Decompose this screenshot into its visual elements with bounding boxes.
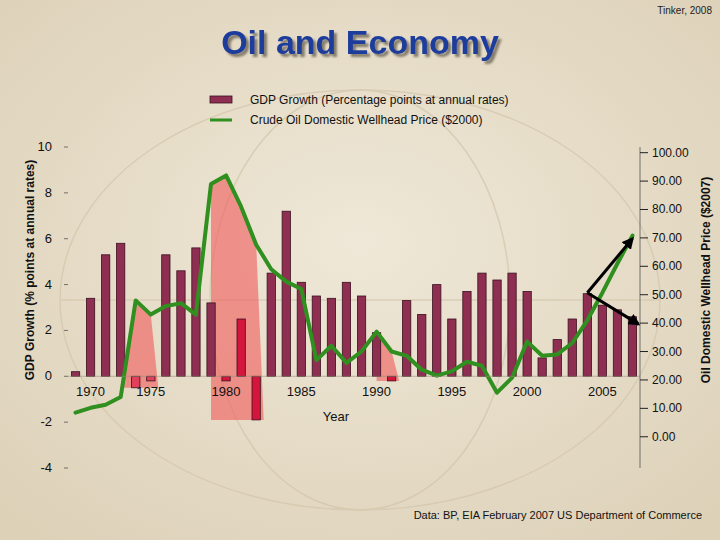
bar [553,340,561,377]
y-axis-label: GDP Growth (% points at annual rates) [23,160,37,380]
y2-tick [640,181,648,182]
bar [403,301,411,377]
y2-tick [640,237,648,238]
y-tick [64,238,68,239]
bar [147,376,155,381]
y2-tick [640,266,648,267]
x-tick-label: 1995 [437,384,466,399]
x-tick-label: 1970 [76,384,105,399]
bar [357,296,365,376]
bar [71,372,79,377]
y2-axis-line [640,147,641,468]
y-tick-label: -4 [40,460,52,475]
y2-tick-label: 0.00 [652,430,676,444]
y2-tick-label: 100.00 [652,146,689,160]
y-tick [64,422,68,423]
credit: Tinker, 2008 [657,5,712,16]
y2-tick-label: 30.00 [652,345,682,359]
zero-line [68,376,640,377]
annotation-arrow [587,239,632,293]
recession-shade [211,175,264,420]
x-tick-label: 2000 [513,384,542,399]
bar [312,296,320,376]
y-tick-label: 6 [45,231,52,246]
bar [86,298,94,376]
x-tick-label: 1980 [212,384,241,399]
bar [613,310,621,377]
plot-area [71,175,636,420]
legend-swatch [210,96,232,103]
y-tick [64,468,68,469]
watermark [60,90,660,510]
title: Oil and Economy [221,23,499,61]
bar [252,376,260,420]
x-tick-label: 1990 [362,384,391,399]
y2-tick [640,323,648,324]
bar [117,243,125,376]
y2-tick-label: 10.00 [652,401,682,415]
watermark-meridian [210,90,510,510]
bar [628,317,636,377]
bar [433,285,441,377]
chart: Oil and Economy Tinker, 2008 Data: BP, EIA… [0,0,720,540]
y-tick-label: 0 [45,368,52,383]
y2-tick [640,351,648,352]
y2-tick [640,294,648,295]
bar [493,280,501,376]
x-tick-label: 1985 [287,384,316,399]
bar [282,211,290,376]
legend: GDP Growth (Percentage points at annual … [210,93,509,127]
bar [222,376,230,381]
y2-tick-label: 80.00 [652,202,682,216]
legend-label: GDP Growth (Percentage points at annual … [250,93,509,107]
bar [102,255,110,376]
y2-tick [640,436,648,437]
bar [538,358,546,376]
bar [598,305,606,376]
x-tick-label: 2005 [588,384,617,399]
y-tick [64,376,68,377]
y2-tick [640,209,648,210]
y-tick [64,330,68,331]
bar [372,333,380,377]
bar [162,255,170,376]
y2-axis-label: Oil Domestic Wellhead Price ($2007) [699,177,713,384]
y-tick [64,192,68,193]
bar [583,294,591,377]
bar [523,291,531,376]
bar [267,273,275,376]
x-tick-label: 1975 [136,384,165,399]
y2-tick-label: 20.00 [652,373,682,387]
y2-tick-label: 90.00 [652,174,682,188]
legend-swatch [210,119,232,122]
bar [207,303,215,376]
bar [177,271,185,377]
y-tick-label: -2 [40,414,52,429]
y-tick-label: 4 [45,277,52,292]
bar [508,273,516,376]
y2-tick-label: 40.00 [652,316,682,330]
annotation-arrow [587,293,638,324]
y2-tick [640,379,648,380]
bar [478,273,486,376]
legend-label: Crude Oil Domestic Wellhead Price ($2000… [250,113,483,127]
x-axis-label: Year [323,409,350,424]
bar [237,319,245,376]
y-tick-label: 2 [45,322,52,337]
y2-tick-label: 70.00 [652,231,682,245]
watermark-globe [60,90,660,510]
oil-price-line [76,175,633,412]
y2-tick-label: 50.00 [652,288,682,302]
source: Data: BP, EIA February 2007 US Departmen… [414,509,702,521]
background [0,0,720,540]
y-tick [64,284,68,285]
y-tick [64,147,68,148]
y2-tick [640,408,648,409]
bar [327,298,335,376]
y2-tick-label: 60.00 [652,259,682,273]
y2-tick [640,152,648,153]
y-tick-label: 10 [38,139,52,154]
y-tick-label: 8 [45,185,52,200]
bar [388,376,396,381]
